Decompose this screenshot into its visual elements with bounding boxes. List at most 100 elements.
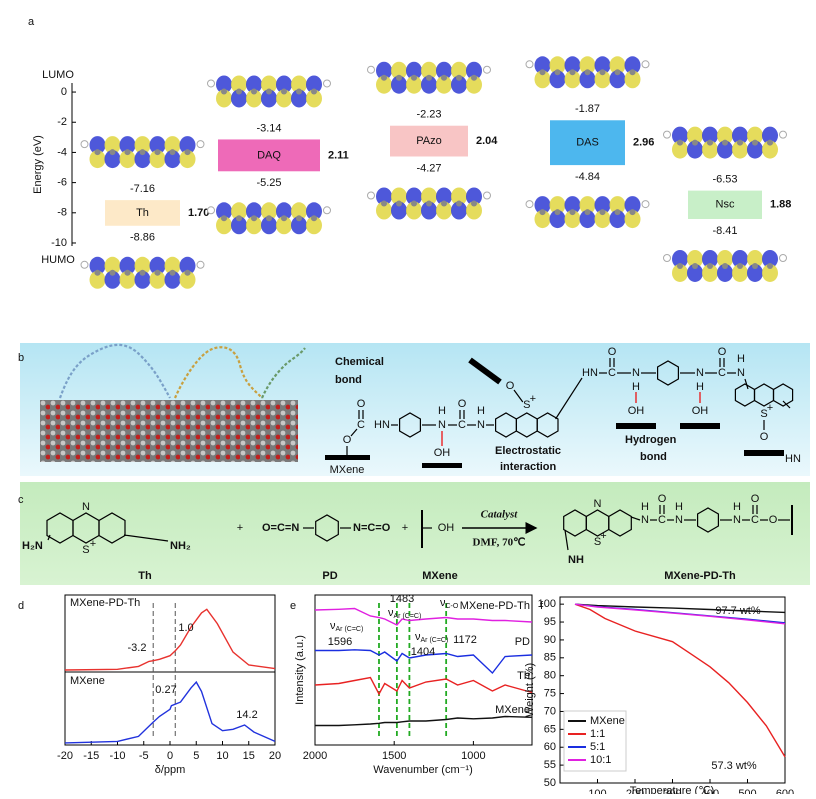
lobe [451,201,467,220]
atom-label: O [343,434,352,446]
lobe [609,70,626,89]
lobe [609,56,626,75]
lobe [421,187,437,206]
lobe [672,249,688,268]
legend-label: 10:1 [590,754,611,766]
chem-text: Catalyst [481,509,519,521]
atom [207,79,215,88]
atom [456,74,462,81]
lobe [624,210,641,229]
lobe [391,75,407,94]
panel-label: c [18,494,24,506]
atom [525,200,534,209]
polymer-chains [58,343,306,399]
bond [564,529,569,551]
atom [154,149,161,156]
lumo-value: -6.53 [712,174,737,186]
atom-label: C [608,367,616,379]
atom [221,88,227,95]
atom-label: C [357,419,365,431]
lobe [717,140,733,159]
atom [94,269,101,276]
atom-label: C [458,419,466,431]
atom-label: H [737,353,745,365]
lobe [231,216,247,235]
atom-label: HN [785,453,801,465]
nu-symbol: ν [330,620,336,632]
atom [692,139,698,146]
lobe [466,75,482,94]
y-tick-label: -10 [51,237,67,249]
lobe [451,187,467,206]
y-tick-label: 60 [544,741,556,753]
atom-label: N [438,419,446,431]
lobe [687,263,703,282]
atom [236,88,242,95]
bond [47,534,51,541]
atom [663,253,671,262]
y-tick-label: 70 [544,705,556,717]
atom [154,269,161,276]
label: Electrostatic [495,445,561,457]
lobe [291,202,307,221]
atom [569,69,576,76]
atom [614,209,621,216]
gap-value: 1.88 [770,199,791,211]
atom [311,215,317,222]
lobe [179,150,196,169]
homo-value: -8.41 [712,225,737,237]
atom-label: N [733,514,741,526]
lobe [579,210,596,229]
atom [80,260,89,269]
atom-label: O [458,398,467,410]
atom [525,60,534,69]
lobe [549,196,566,215]
nu-symbol: ν [388,607,394,619]
atom-label: O [658,493,667,505]
molecule-name: Nsc [716,199,735,211]
y-tick-label: 85 [544,652,556,664]
atom [323,206,331,215]
lobe [702,249,718,268]
x-tick-label: 600 [776,788,794,794]
mxene-surface [744,450,784,456]
atom [381,200,387,207]
bond [630,516,641,521]
lobe [179,270,196,289]
lumo-value: -7.16 [130,183,155,195]
atom [629,209,636,216]
lobe [164,256,181,275]
lobe [391,201,407,220]
series-line [574,603,786,614]
lobe [466,201,482,220]
atom-label: C [751,514,759,526]
lobe [534,196,551,215]
atom [599,209,606,216]
series-label: PD [515,636,530,648]
lobe [89,270,106,289]
lobe [391,61,407,80]
atom [381,74,387,81]
annotation: 1596 [328,636,352,648]
lobe [391,187,407,206]
lobe [672,263,688,282]
lobe [164,136,181,155]
lobe [732,249,748,268]
atom [554,209,561,216]
lobe [594,196,611,215]
lobe [231,202,247,221]
bond [123,534,169,542]
lobe [747,249,763,268]
lobe [702,263,718,282]
lobe [119,150,136,169]
y-tick-label: -6 [57,177,67,189]
lobe [291,75,307,94]
lobe [451,75,467,94]
x-tick-label: 500 [738,788,756,794]
lobe [421,201,437,220]
chem-text: NH [568,554,584,566]
atom-label: N [737,367,745,379]
atom-label: N [641,514,649,526]
series-label: MXene-PD-Th [70,597,140,609]
energy-gap-box [218,139,320,172]
